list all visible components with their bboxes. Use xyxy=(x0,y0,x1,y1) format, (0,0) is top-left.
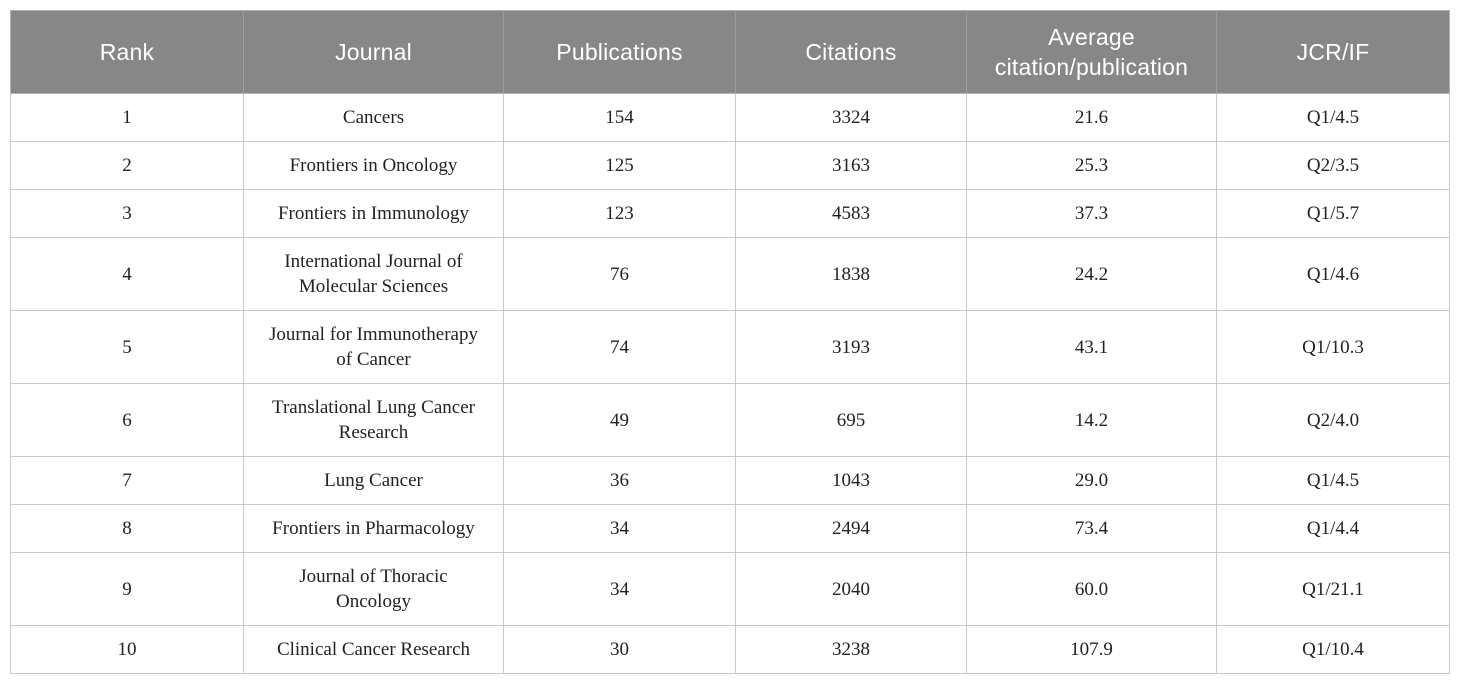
cell-rank: 1 xyxy=(10,93,244,142)
cell-citations: 1043 xyxy=(735,456,967,505)
cell-publications: 154 xyxy=(503,93,736,142)
journal-name: Frontiers in Immunology xyxy=(277,203,470,224)
cell-publications: 123 xyxy=(503,189,736,238)
cell-publications: 30 xyxy=(503,625,736,674)
cell-publications: 49 xyxy=(503,383,736,457)
cell-jcr-if: Q1/5.7 xyxy=(1216,189,1450,238)
cell-avg-citation-publication: 73.4 xyxy=(966,504,1217,553)
cell-journal: Frontiers in Pharmacology xyxy=(243,504,504,553)
cell-citations: 3163 xyxy=(735,141,967,190)
cell-avg-citation-publication: 14.2 xyxy=(966,383,1217,457)
journal-name: Frontiers in Oncology xyxy=(289,155,458,176)
table-row: 5 Journal for Immunotherapy of Cancer 74 31… xyxy=(10,310,1450,384)
cell-publications: 36 xyxy=(503,456,736,505)
journal-name: Clinical Cancer Research xyxy=(276,639,471,660)
cell-jcr-if: Q1/10.3 xyxy=(1216,310,1450,384)
cell-citations: 695 xyxy=(735,383,967,457)
cell-jcr-if: Q1/4.5 xyxy=(1216,456,1450,505)
cell-citations: 1838 xyxy=(735,237,967,311)
cell-jcr-if: Q1/10.4 xyxy=(1216,625,1450,674)
journal-name: International Journal of Molecular Scien… xyxy=(284,251,463,297)
journals-ranking-table: Rank Journal Publications Citations Average … xyxy=(10,10,1450,674)
cell-jcr-if: Q2/3.5 xyxy=(1216,141,1450,190)
cell-citations: 3238 xyxy=(735,625,967,674)
cell-rank: 3 xyxy=(10,189,244,238)
journal-name: Cancers xyxy=(342,107,405,128)
cell-avg-citation-publication: 21.6 xyxy=(966,93,1217,142)
journals-ranking-table-container: Rank Journal Publications Citations Average … xyxy=(10,10,1450,674)
column-header-jcr-if: JCR/IF xyxy=(1216,10,1450,94)
cell-citations: 2040 xyxy=(735,552,967,626)
cell-rank: 4 xyxy=(10,237,244,311)
journal-name: Translational Lung Cancer Research xyxy=(272,397,475,443)
cell-rank: 9 xyxy=(10,552,244,626)
table-row: 2 Frontiers in Oncology 125 3163 25.3 Q2/3.5 xyxy=(10,141,1450,190)
journal-name: Lung Cancer xyxy=(324,470,423,491)
header-row: Rank Journal Publications Citations Average … xyxy=(10,10,1450,94)
cell-publications: 76 xyxy=(503,237,736,311)
cell-citations: 3324 xyxy=(735,93,967,142)
cell-journal: Frontiers in Oncology xyxy=(243,141,504,190)
cell-journal: Cancers xyxy=(243,93,504,142)
cell-journal: International Journal of Molecular Scien… xyxy=(243,237,504,311)
column-header-journal: Journal xyxy=(243,10,504,94)
cell-rank: 7 xyxy=(10,456,244,505)
cell-avg-citation-publication: 60.0 xyxy=(966,552,1217,626)
cell-avg-citation-publication: 29.0 xyxy=(966,456,1217,505)
table-row: 9 Journal of Thoracic Oncology 34 2040 60.0 Q… xyxy=(10,552,1450,626)
cell-jcr-if: Q1/4.4 xyxy=(1216,504,1450,553)
column-header-publications: Publications xyxy=(503,10,736,94)
journal-name: Frontiers in Pharmacology xyxy=(272,518,475,539)
cell-publications: 125 xyxy=(503,141,736,190)
cell-citations: 3193 xyxy=(735,310,967,384)
cell-jcr-if: Q2/4.0 xyxy=(1216,383,1450,457)
cell-journal: Lung Cancer xyxy=(243,456,504,505)
cell-jcr-if: Q1/4.6 xyxy=(1216,237,1450,311)
cell-publications: 34 xyxy=(503,504,736,553)
cell-rank: 5 xyxy=(10,310,244,384)
journal-name: Journal of Thoracic Oncology xyxy=(299,566,448,612)
table-row: 8 Frontiers in Pharmacology 34 2494 73.4 Q1/4… xyxy=(10,504,1450,553)
table-row: 10 Clinical Cancer Research 30 3238 107.9 Q1/… xyxy=(10,625,1450,674)
cell-publications: 74 xyxy=(503,310,736,384)
cell-citations: 4583 xyxy=(735,189,967,238)
cell-journal: Clinical Cancer Research xyxy=(243,625,504,674)
cell-journal: Journal of Thoracic Oncology xyxy=(243,552,504,626)
cell-avg-citation-publication: 37.3 xyxy=(966,189,1217,238)
cell-publications: 34 xyxy=(503,552,736,626)
cell-avg-citation-publication: 25.3 xyxy=(966,141,1217,190)
cell-avg-citation-publication: 107.9 xyxy=(966,625,1217,674)
column-header-avg-citation-publication: Average citation/publication xyxy=(966,10,1217,94)
table-row: 3 Frontiers in Immunology 123 4583 37.3 Q1/5.… xyxy=(10,189,1450,238)
table-row: 4 International Journal of Molecular Scie… xyxy=(10,237,1450,311)
table-body: 1 Cancers 154 3324 21.6 Q1/4.5 2 Frontiers in O… xyxy=(10,93,1450,674)
journal-name: Journal for Immunotherapy of Cancer xyxy=(269,324,478,370)
column-header-citations: Citations xyxy=(735,10,967,94)
cell-journal: Journal for Immunotherapy of Cancer xyxy=(243,310,504,384)
cell-citations: 2494 xyxy=(735,504,967,553)
cell-rank: 2 xyxy=(10,141,244,190)
table-row: 1 Cancers 154 3324 21.6 Q1/4.5 xyxy=(10,93,1450,142)
cell-avg-citation-publication: 43.1 xyxy=(966,310,1217,384)
cell-journal: Frontiers in Immunology xyxy=(243,189,504,238)
cell-jcr-if: Q1/4.5 xyxy=(1216,93,1450,142)
cell-journal: Translational Lung Cancer Research xyxy=(243,383,504,457)
table-header: Rank Journal Publications Citations Average … xyxy=(10,10,1450,94)
cell-rank: 10 xyxy=(10,625,244,674)
cell-rank: 8 xyxy=(10,504,244,553)
cell-rank: 6 xyxy=(10,383,244,457)
table-row: 7 Lung Cancer 36 1043 29.0 Q1/4.5 xyxy=(10,456,1450,505)
table-row: 6 Translational Lung Cancer Research 49 695… xyxy=(10,383,1450,457)
column-header-rank: Rank xyxy=(10,10,244,94)
cell-avg-citation-publication: 24.2 xyxy=(966,237,1217,311)
cell-jcr-if: Q1/21.1 xyxy=(1216,552,1450,626)
